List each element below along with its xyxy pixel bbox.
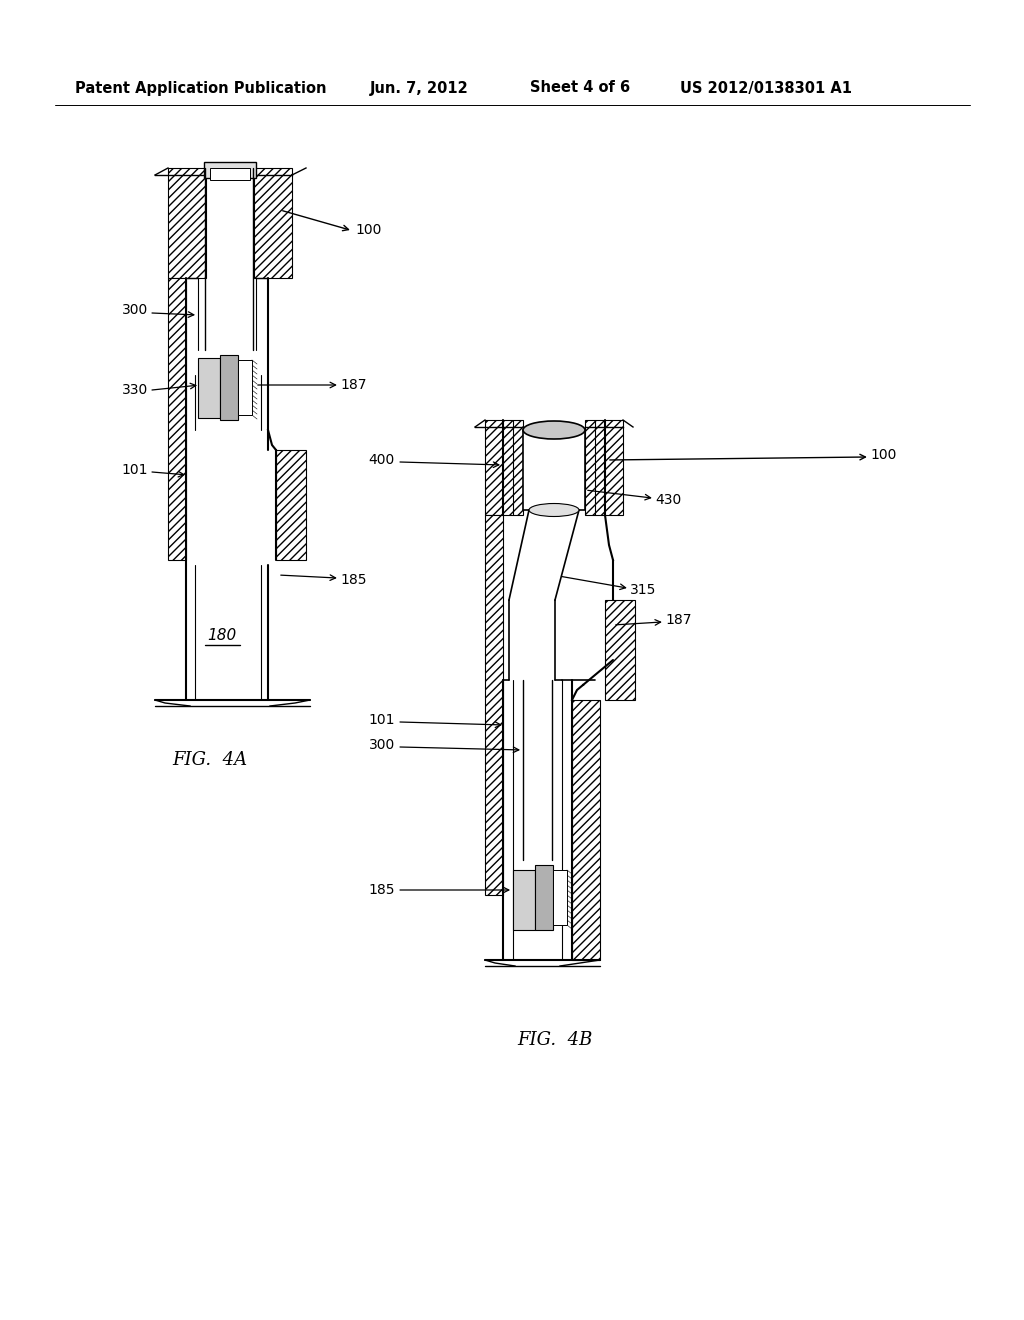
Bar bbox=[168, 279, 186, 560]
Text: Patent Application Publication: Patent Application Publication bbox=[75, 81, 327, 95]
Text: 300: 300 bbox=[122, 304, 148, 317]
Bar bbox=[485, 515, 503, 895]
Text: 101: 101 bbox=[122, 463, 148, 477]
Polygon shape bbox=[525, 524, 575, 528]
Text: 315: 315 bbox=[630, 583, 656, 597]
Polygon shape bbox=[520, 549, 568, 552]
Polygon shape bbox=[514, 576, 562, 577]
Text: 101: 101 bbox=[369, 713, 395, 727]
Text: 430: 430 bbox=[655, 492, 681, 507]
Polygon shape bbox=[518, 558, 566, 561]
Polygon shape bbox=[521, 543, 570, 545]
Bar bbox=[168, 168, 206, 279]
Text: 100: 100 bbox=[870, 447, 896, 462]
Polygon shape bbox=[519, 552, 568, 554]
Ellipse shape bbox=[523, 421, 585, 440]
Polygon shape bbox=[524, 528, 574, 532]
Polygon shape bbox=[511, 587, 558, 590]
Polygon shape bbox=[516, 564, 564, 566]
Ellipse shape bbox=[529, 503, 579, 516]
Bar bbox=[238, 360, 252, 414]
Bar bbox=[523, 430, 585, 510]
Polygon shape bbox=[527, 513, 578, 517]
Text: 180: 180 bbox=[208, 627, 237, 643]
Text: 187: 187 bbox=[340, 378, 367, 392]
Polygon shape bbox=[510, 593, 557, 594]
Polygon shape bbox=[512, 583, 559, 586]
Polygon shape bbox=[513, 577, 561, 579]
Polygon shape bbox=[513, 579, 560, 582]
Text: 100: 100 bbox=[355, 223, 381, 238]
Text: FIG.  4A: FIG. 4A bbox=[172, 751, 248, 770]
Text: FIG.  4B: FIG. 4B bbox=[517, 1031, 593, 1049]
Polygon shape bbox=[512, 586, 559, 587]
Polygon shape bbox=[528, 510, 579, 513]
Polygon shape bbox=[517, 561, 565, 564]
Bar bbox=[220, 355, 238, 420]
Bar bbox=[585, 420, 623, 515]
Bar bbox=[254, 168, 292, 279]
Polygon shape bbox=[513, 582, 560, 583]
Polygon shape bbox=[522, 539, 571, 543]
Bar bbox=[204, 162, 256, 178]
Polygon shape bbox=[523, 532, 573, 535]
Polygon shape bbox=[515, 573, 562, 576]
Polygon shape bbox=[526, 517, 578, 521]
Bar bbox=[210, 168, 250, 180]
Text: Sheet 4 of 6: Sheet 4 of 6 bbox=[530, 81, 630, 95]
Polygon shape bbox=[511, 590, 558, 591]
Bar bbox=[553, 870, 567, 925]
Bar bbox=[513, 870, 535, 931]
Text: 400: 400 bbox=[369, 453, 395, 467]
Text: Jun. 7, 2012: Jun. 7, 2012 bbox=[370, 81, 469, 95]
Bar bbox=[572, 700, 600, 960]
Text: US 2012/0138301 A1: US 2012/0138301 A1 bbox=[680, 81, 852, 95]
Polygon shape bbox=[520, 545, 569, 549]
Text: 330: 330 bbox=[122, 383, 148, 397]
Polygon shape bbox=[525, 521, 577, 524]
Polygon shape bbox=[518, 554, 567, 558]
Text: 187: 187 bbox=[665, 612, 691, 627]
Bar bbox=[198, 358, 220, 418]
Bar bbox=[535, 865, 553, 931]
Polygon shape bbox=[522, 535, 572, 539]
Bar bbox=[276, 450, 306, 560]
Text: 185: 185 bbox=[340, 573, 367, 587]
Bar bbox=[485, 420, 523, 515]
Bar bbox=[605, 601, 635, 700]
Polygon shape bbox=[516, 566, 564, 570]
Text: 185: 185 bbox=[369, 883, 395, 898]
Polygon shape bbox=[515, 570, 563, 573]
Polygon shape bbox=[511, 591, 557, 593]
Text: 300: 300 bbox=[369, 738, 395, 752]
